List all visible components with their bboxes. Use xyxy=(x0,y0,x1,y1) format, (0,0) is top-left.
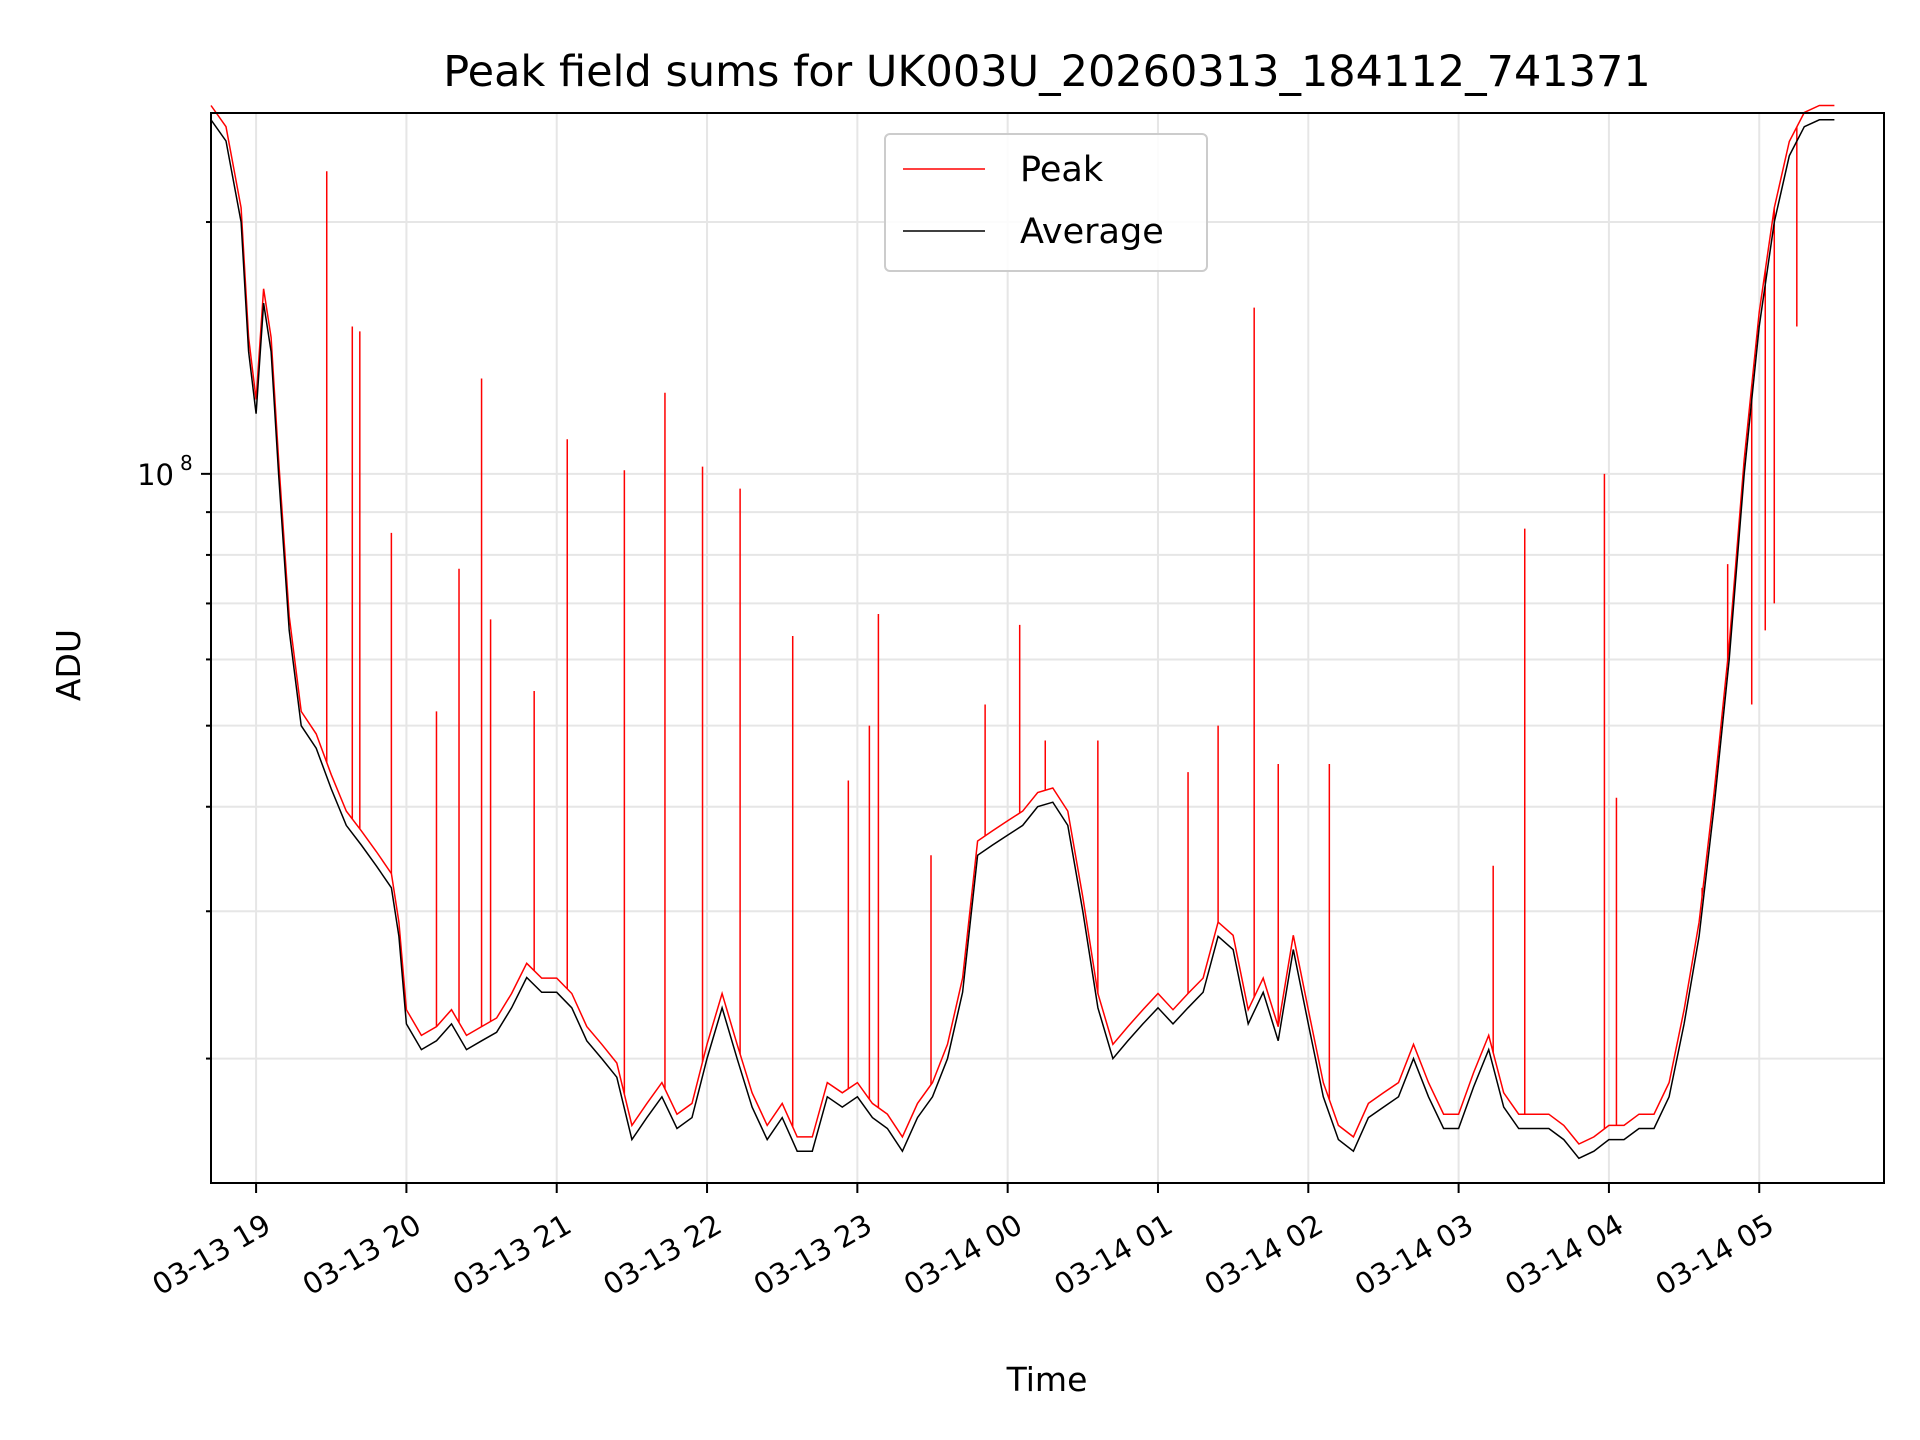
peak-series-line xyxy=(210,104,1835,1145)
legend-average-label: Average xyxy=(1020,212,1164,252)
series-group xyxy=(210,104,1835,1160)
y-tick-label-exponent: 8 xyxy=(180,451,193,475)
chart-title: Peak field sums for UK003U_20260313_1841… xyxy=(443,47,1651,97)
legend: Peak Average xyxy=(884,133,1208,272)
y-tick-label-1e8: 10 8 xyxy=(137,451,193,492)
x-axis-label: Time xyxy=(1006,1360,1088,1399)
legend-peak-label: Peak xyxy=(1020,150,1104,190)
y-axis-label: ADU xyxy=(49,629,88,701)
average-series-line xyxy=(210,119,1835,1160)
grid xyxy=(211,113,1884,1183)
plot-frame xyxy=(210,112,1885,1184)
y-tick-label-base: 10 xyxy=(137,458,174,492)
